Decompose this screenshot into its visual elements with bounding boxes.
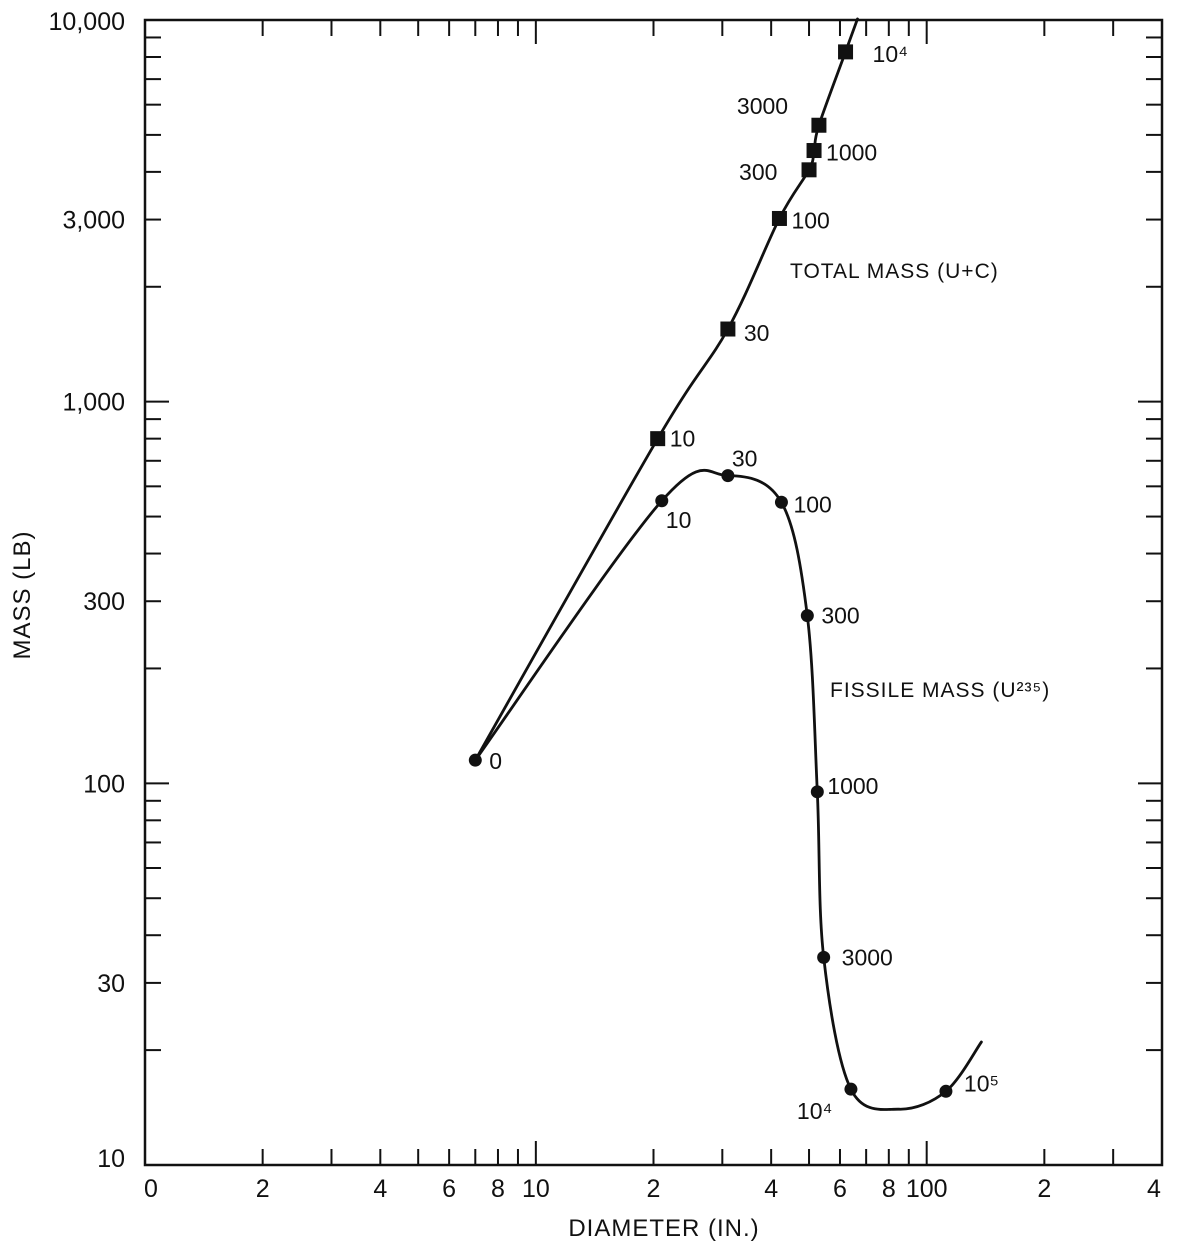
fissile-mass-curve xyxy=(473,468,983,1111)
fissile-mass-point-label: 300 xyxy=(821,603,859,629)
x-tick-label: 100 xyxy=(906,1175,948,1203)
total-mass-square-marker xyxy=(771,210,787,226)
x-tick-label: 2 xyxy=(647,1175,661,1203)
fissile-mass-point-label: 10⁴ xyxy=(797,1098,832,1124)
tick-labels-group: 0 2 4 6 8 10 2 4 6 8 100 2 410301003001,0003,00010,0… xyxy=(49,8,1162,1203)
total-mass-point-label: 300 xyxy=(739,159,777,185)
fissile-mass-circle-marker xyxy=(721,469,735,483)
fissile-mass-point-label: 1000 xyxy=(827,773,878,799)
fissile-mass-point-label: 3000 xyxy=(842,944,893,970)
fissile-mass-circle-marker xyxy=(774,495,788,509)
total-mass-point-label: 1000 xyxy=(826,140,877,166)
fissile-mass-circle-marker xyxy=(468,753,482,767)
y-axis-label: MASS (LB) xyxy=(9,530,36,659)
point-labels-group: 10 30 100 300 1000 3000 10⁴ 0 10 30 100 300 1000 3000… xyxy=(489,41,999,1124)
markers-group xyxy=(468,44,953,1098)
y-tick-label: 10,000 xyxy=(49,8,125,36)
total-mass-square-marker xyxy=(838,44,854,60)
total-mass-point-label: 30 xyxy=(744,320,770,346)
total-mass-curve xyxy=(473,17,859,762)
series-label-fissile-mass: FISSILE MASS (U²³⁵) xyxy=(830,679,1050,702)
plot-frame xyxy=(143,18,1164,1167)
total-mass-point-label: 3000 xyxy=(737,93,788,119)
x-tick-label: 2 xyxy=(1037,1175,1051,1203)
x-tick-label: 4 xyxy=(1147,1175,1161,1203)
fissile-mass-circle-marker xyxy=(939,1084,953,1098)
x-tick-label: 4 xyxy=(373,1175,387,1203)
axes-group xyxy=(143,18,1164,1167)
y-tick-label: 3,000 xyxy=(62,207,125,235)
fissile-mass-point-label: 10 xyxy=(666,507,692,533)
x-axis-label: DIAMETER (IN.) xyxy=(568,1215,759,1242)
x-tick-label: 10 xyxy=(522,1175,550,1203)
total-mass-square-marker xyxy=(806,143,822,159)
fissile-mass-circle-marker xyxy=(817,950,831,964)
x-tick-label: 8 xyxy=(882,1175,896,1203)
fissile-mass-point-label: 10⁵ xyxy=(964,1070,999,1096)
y-tick-label: 10 xyxy=(97,1145,125,1173)
ticks-group xyxy=(144,19,1163,1166)
fissile-mass-circle-marker xyxy=(810,785,824,799)
curves-group xyxy=(473,17,983,1111)
total-mass-point-label: 10⁴ xyxy=(873,41,908,67)
x-tick-label: 4 xyxy=(764,1175,778,1203)
y-tick-label: 1,000 xyxy=(62,389,125,417)
total-mass-square-marker xyxy=(720,321,736,337)
fissile-mass-circle-marker xyxy=(800,609,814,623)
x-tick-label: 6 xyxy=(833,1175,847,1203)
total-mass-point-label: 100 xyxy=(791,207,829,233)
fissile-mass-point-label: 100 xyxy=(793,491,831,517)
series-label-total-mass: TOTAL MASS (U+C) xyxy=(790,260,999,283)
x-tick-label: 2 xyxy=(256,1175,270,1203)
y-tick-label: 100 xyxy=(83,770,125,798)
fissile-mass-point-label: 0 xyxy=(489,748,502,774)
y-tick-label: 300 xyxy=(83,588,125,616)
fissile-mass-circle-marker xyxy=(844,1082,858,1096)
total-mass-square-marker xyxy=(811,117,827,133)
total-mass-square-marker xyxy=(650,431,666,447)
x-tick-label: 6 xyxy=(442,1175,456,1203)
x-tick-label: 0 xyxy=(144,1175,158,1203)
total-mass-point-label: 10 xyxy=(670,426,696,452)
x-tick-label: 8 xyxy=(491,1175,505,1203)
total-mass-square-marker xyxy=(801,162,817,178)
fissile-mass-circle-marker xyxy=(655,494,669,508)
y-tick-label: 30 xyxy=(97,970,125,998)
fissile-mass-point-label: 30 xyxy=(732,446,758,472)
